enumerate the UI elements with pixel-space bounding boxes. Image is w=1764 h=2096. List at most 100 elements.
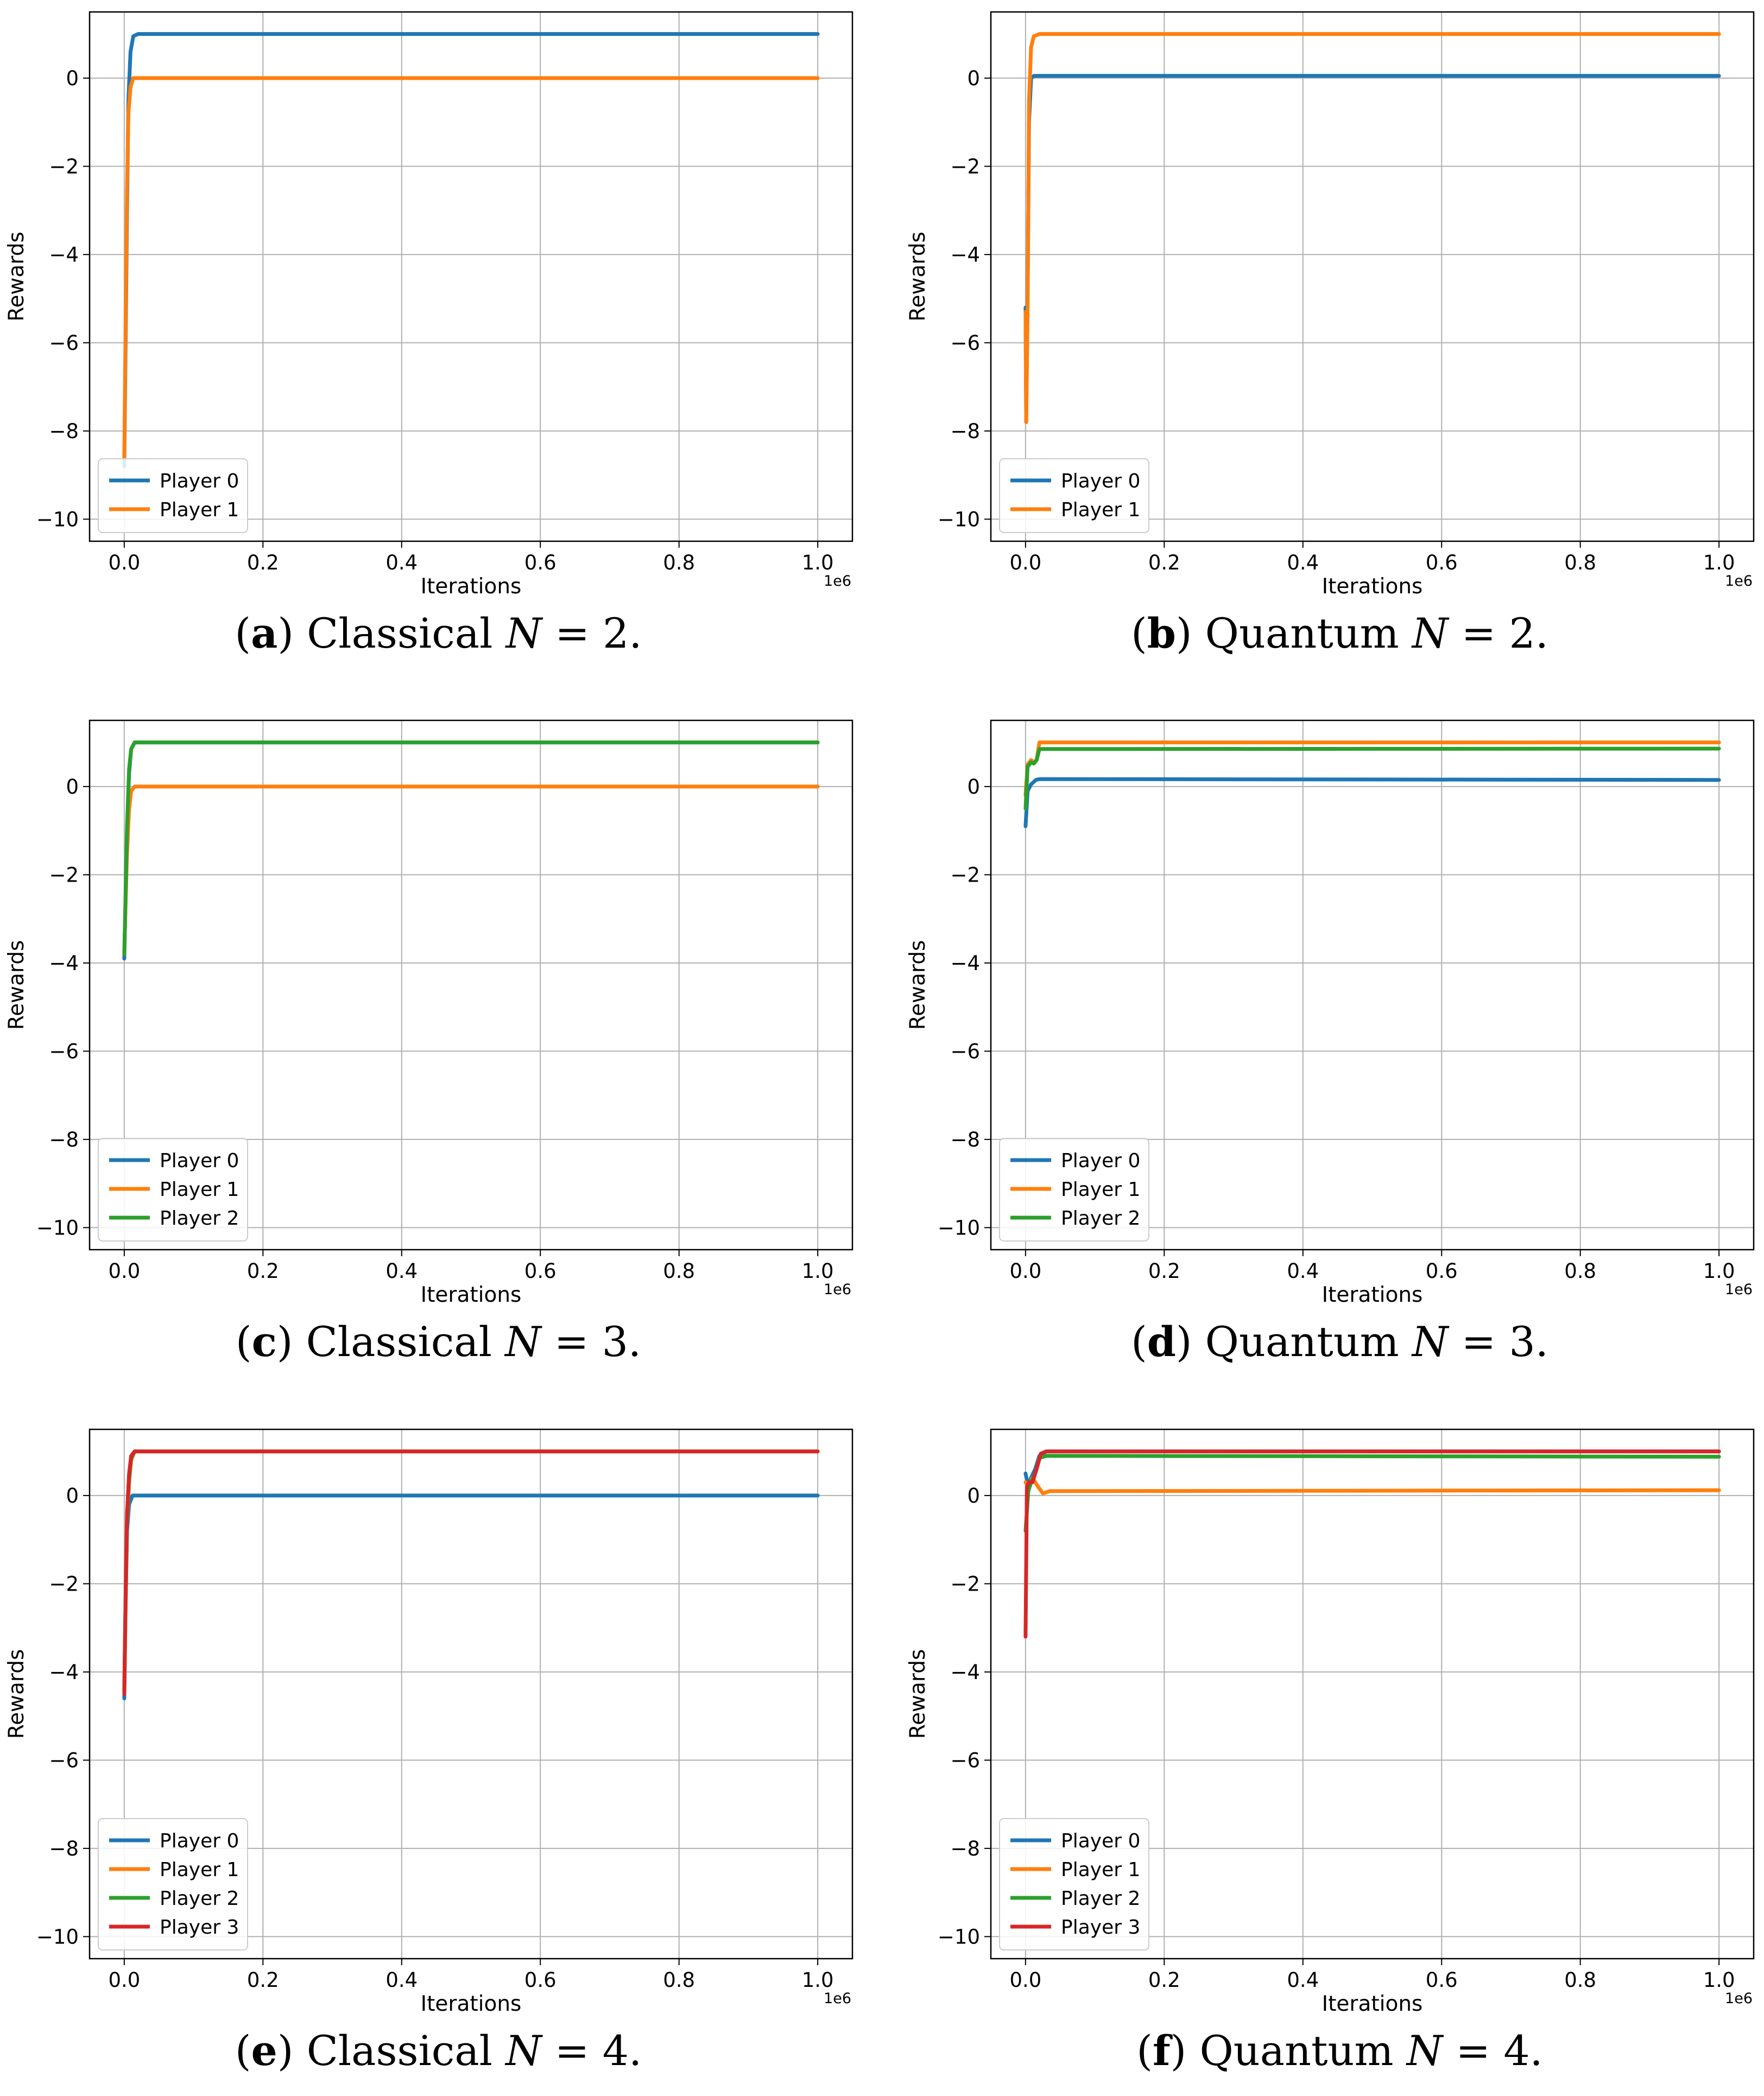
panel-f-y-axis-label: Rewards [906, 1649, 930, 1739]
panel-e-x-tick-label: 0.8 [663, 1968, 695, 1992]
panel-f: 0.0 0.2 0.4 0.6 0.8 1.0 0 −2 −4 −6 −8 −10 Iterations… [906, 1428, 1755, 2016]
panel-c-y-tick-label: −10 [36, 1216, 79, 1239]
panel-b-legend-label: Player 0 [1061, 470, 1140, 492]
panel-f-legend-box [999, 1818, 1149, 1951]
caption-paren-close: ) [276, 1318, 306, 1366]
panel-c-y-tick-label: −6 [49, 1040, 79, 1063]
panel-b: 0.0 0.2 0.4 0.6 0.8 1.0 0 −2 −4 −6 −8 −10 Iterations… [906, 11, 1755, 599]
panel-f-x-axis-label: Iterations [1322, 1992, 1423, 2016]
panel-c-x-tick-label: 0.0 [108, 1259, 140, 1283]
panel-e-legend-label: Player 2 [160, 1888, 239, 1910]
panel-a-y-tick-label: −4 [49, 243, 79, 267]
panel-a-legend-label: Player 0 [160, 470, 239, 492]
panel-e-y-tick-label: −6 [49, 1749, 79, 1772]
caption-paren-open: ( [235, 2027, 251, 2075]
panel-f-axes-frame [990, 1428, 1755, 1960]
caption-paren-close: ) [1175, 1318, 1205, 1366]
caption-letter: c [251, 1318, 277, 1366]
panel-c-legend-label: Player 1 [160, 1179, 239, 1201]
caption-text: Classical [306, 1318, 505, 1366]
panel-c-legend-box [98, 1138, 248, 1242]
caption-paren-close: ) [277, 609, 307, 657]
caption-text: Quantum [1205, 609, 1412, 657]
panel-a-offset-text: 1e6 [824, 573, 851, 590]
panel-a: 0.0 0.2 0.4 0.6 0.8 1.0 0 −2 −4 −6 −8 −10 Iterations… [4, 11, 853, 599]
panel-f-caption: (f) Quantum N = 4. [1136, 2027, 1542, 2075]
panel-a-axes-frame [88, 11, 853, 542]
panel-e-axes-frame [88, 1428, 853, 1960]
panel-b-legend-box [999, 458, 1149, 533]
caption-variable: N [1412, 1318, 1449, 1366]
caption-letter: e [251, 2027, 277, 2075]
caption-paren-close: ) [277, 2027, 307, 2075]
panel-d-caption: (d) Quantum N = 3. [1131, 1318, 1548, 1366]
panel-e-y-tick-label: −8 [49, 1837, 79, 1860]
panel-b-legend: Player 0 Player 1 [999, 458, 1149, 533]
panel-b-plot-background [991, 12, 1754, 541]
panel-a-legend: Player 0 Player 1 [98, 458, 248, 533]
panel-c-y-tick-label: −8 [49, 1128, 79, 1151]
panel-d-x-tick-label: 0.2 [1148, 1259, 1180, 1283]
panel-a-x-tick-label: 1.0 [802, 551, 834, 574]
caption-equation: = 4. [541, 2027, 642, 2075]
panel-b-y-tick-label: 0 [967, 67, 980, 90]
panel-d-x-tick-label: 0.8 [1564, 1259, 1596, 1283]
panel-d-legend-label: Player 1 [1061, 1179, 1140, 1201]
caption-equation: = 2. [1448, 609, 1548, 657]
panel-a-legend-label: Player 1 [160, 499, 239, 521]
panel-a-series-player-1 [122, 76, 820, 460]
panel-d-series-player-2 [1023, 746, 1721, 810]
panel-d-x-axis-label: Iterations [1322, 1283, 1423, 1307]
panel-a-y-tick-label: −6 [49, 331, 79, 354]
caption-variable: N [505, 2027, 542, 2075]
panel-b-series-player-1 [1023, 32, 1721, 425]
panel-e-legend-label: Player 1 [160, 1859, 239, 1881]
panel-e-series-player-3 [122, 1449, 820, 1696]
panel-d-y-tick-label: 0 [967, 775, 980, 799]
panel-f-legend-label: Player 1 [1061, 1859, 1140, 1881]
panel-f-legend: Player 0 Player 1 Player 2 Player 3 [999, 1818, 1149, 1951]
panel-f-y-tick-label: −6 [950, 1749, 980, 1772]
caption-paren-open: ( [235, 1318, 252, 1366]
panel-f-x-tick-label: 0.2 [1148, 1968, 1180, 1992]
caption-variable: N [505, 609, 542, 657]
panel-f-y-tick-label: −10 [938, 1925, 980, 1948]
panel-a-x-tick-label: 0.4 [385, 551, 418, 574]
panel-e-x-tick-label: 0.6 [524, 1968, 557, 1992]
panel-e-offset-text: 1e6 [824, 1990, 851, 2007]
caption-paren-open: ( [1136, 2027, 1153, 2075]
panel-d-legend: Player 0 Player 1 Player 2 [999, 1138, 1149, 1242]
panel-c-series-player-2 [122, 740, 820, 957]
panel-e-x-tick-label: 0.4 [385, 1968, 418, 1992]
panel-c-y-tick-label: −2 [49, 863, 79, 886]
panel-b-legend-label: Player 1 [1061, 499, 1140, 521]
caption-variable: N [1406, 2027, 1443, 2075]
panel-c: 0.0 0.2 0.4 0.6 0.8 1.0 0 −2 −4 −6 −8 −10 Iterations… [4, 719, 853, 1307]
panel-c-caption: (c) Classical N = 3. [236, 1318, 641, 1366]
panel-d-x-tick-label: 0.4 [1287, 1259, 1319, 1283]
caption-letter: a [251, 609, 278, 657]
panel-e-y-axis-label: Rewards [4, 1649, 29, 1739]
panel-b-x-tick-label: 1.0 [1703, 551, 1735, 574]
panel-d-legend-label: Player 0 [1061, 1150, 1140, 1172]
panel-c-y-axis-label: Rewards [4, 940, 29, 1030]
caption-variable: N [1412, 609, 1449, 657]
panel-e-y-tick-label: −10 [36, 1925, 79, 1948]
panel-e-legend: Player 0 Player 1 Player 2 Player 3 [98, 1818, 248, 1951]
panel-c-x-tick-label: 0.6 [524, 1259, 557, 1283]
panel-e-legend-label: Player 3 [160, 1916, 239, 1939]
panel-a-x-tick-label: 0.8 [663, 551, 695, 574]
caption-variable: N [505, 1318, 541, 1366]
panel-c-x-tick-label: 0.8 [663, 1259, 695, 1283]
caption-paren-open: ( [1131, 609, 1147, 657]
panel-b-offset-text: 1e6 [1725, 573, 1753, 590]
panel-a-x-tick-label: 0.2 [247, 551, 279, 574]
panel-f-x-tick-label: 0.0 [1009, 1968, 1041, 1992]
panel-b-caption: (b) Quantum N = 2. [1131, 609, 1548, 657]
caption-equation: = 2. [542, 609, 642, 657]
panel-d-y-tick-label: −6 [950, 1040, 980, 1063]
panel-d-y-tick-label: −2 [950, 863, 980, 886]
panel-c-axes-frame [88, 719, 853, 1251]
panel-c-x-tick-label: 1.0 [802, 1259, 834, 1283]
caption-letter: d [1147, 1318, 1176, 1366]
